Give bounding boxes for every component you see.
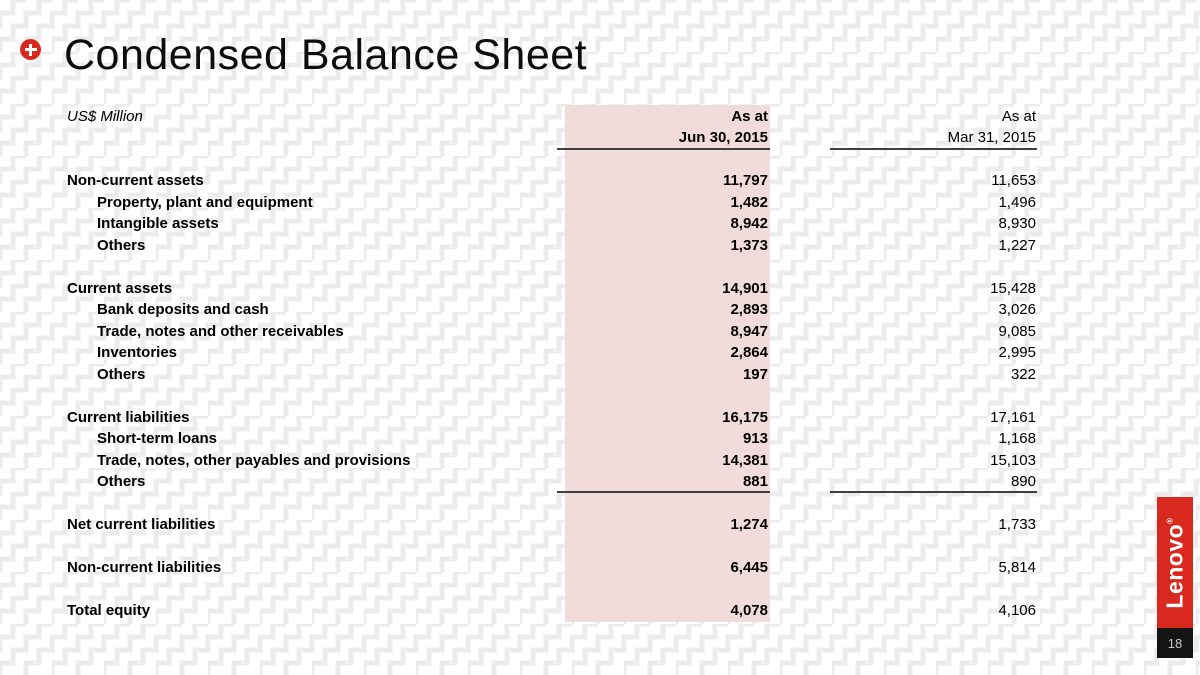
row-value-mar: 3,026	[998, 301, 1036, 318]
row-value-jun: 8,947	[730, 322, 768, 340]
balance-sheet-table: Non-current assets 11,797 11,653 Propert…	[0, 170, 1200, 622]
table-row: Others 881 890	[0, 471, 1200, 493]
row-value-mar: 17,161	[990, 408, 1036, 426]
row-label: Inventories	[97, 344, 178, 361]
section-spacer	[0, 536, 1200, 558]
registered-mark: ®	[1165, 516, 1175, 524]
table-row: Intangible assets 8,942 8,930	[0, 213, 1200, 235]
column-header-mar: As at Mar 31, 2015	[830, 106, 1036, 148]
row-label: Current assets	[67, 279, 173, 297]
row-label: Current liabilities	[67, 408, 190, 426]
row-value-mar: 15,103	[990, 451, 1036, 469]
column-header-jun-line1: As at	[731, 108, 768, 125]
row-label: Total equity	[67, 602, 151, 619]
table-row: Trade, notes and other receivables 8,947…	[0, 321, 1200, 343]
row-value-mar: 322	[1010, 365, 1036, 383]
section-spacer	[0, 385, 1200, 407]
row-label: Others	[97, 473, 146, 490]
page-number-badge: 18	[1157, 628, 1193, 658]
table-row: Property, plant and equipment 1,482 1,49…	[0, 192, 1200, 214]
row-value-mar: 15,428	[990, 279, 1036, 297]
row-label: Non-current liabilities	[67, 559, 222, 576]
row-value-jun: 913	[742, 430, 768, 447]
row-value-jun: 6,445	[730, 559, 768, 576]
row-value-jun: 1,373	[730, 236, 768, 254]
row-value-mar: 4,106	[998, 602, 1036, 619]
row-label: Intangible assets	[97, 215, 219, 232]
plus-icon	[20, 39, 41, 60]
row-value-jun: 197	[742, 365, 768, 383]
row-label: Trade, notes and other receivables	[97, 322, 344, 340]
row-label: Property, plant and equipment	[97, 193, 313, 211]
column-header-mar-line1: As at	[1001, 108, 1036, 125]
lenovo-logo: Lenovo®	[1157, 497, 1193, 628]
table-row: Non-current assets 11,797 11,653	[0, 170, 1200, 192]
table-row: Net current liabilities 1,274 1,733	[0, 514, 1200, 536]
header-rule-mar	[830, 148, 1037, 150]
row-label: Trade, notes, other payables and provisi…	[97, 451, 411, 469]
table-row: Current liabilities 16,175 17,161	[0, 407, 1200, 429]
table-row: Total equity 4,078 4,106	[0, 600, 1200, 622]
row-value-mar: 2,995	[998, 344, 1036, 361]
row-value-mar: 1,496	[998, 193, 1036, 211]
section-spacer	[0, 493, 1200, 515]
row-value-jun: 8,942	[730, 215, 768, 232]
table-row: Bank deposits and cash 2,893 3,026	[0, 299, 1200, 321]
row-value-mar: 5,814	[998, 559, 1036, 576]
row-label: Bank deposits and cash	[97, 301, 269, 318]
table-row: Non-current liabilities 6,445 5,814	[0, 557, 1200, 579]
row-label: Others	[97, 236, 146, 254]
row-value-mar: 1,227	[998, 236, 1036, 254]
row-value-jun: 2,864	[730, 344, 768, 361]
column-header-jun: As at Jun 30, 2015	[565, 106, 768, 148]
row-value-jun: 1,274	[730, 516, 768, 533]
row-label: Non-current assets	[67, 172, 204, 189]
row-label: Others	[97, 365, 146, 383]
table-row: Others 1,373 1,227	[0, 235, 1200, 257]
table-row: Trade, notes, other payables and provisi…	[0, 450, 1200, 472]
column-header-mar-line2: Mar 31, 2015	[947, 129, 1036, 146]
table-row: Short-term loans 913 1,168	[0, 428, 1200, 450]
row-value-jun: 14,901	[722, 279, 768, 297]
row-value-jun: 1,482	[730, 193, 768, 211]
lenovo-logo-text: Lenovo®	[1162, 517, 1189, 608]
section-spacer	[0, 579, 1200, 601]
row-value-jun: 881	[742, 473, 768, 490]
row-value-mar: 1,168	[998, 430, 1036, 447]
row-value-jun: 4,078	[730, 602, 768, 619]
page-number: 18	[1167, 635, 1183, 651]
row-value-mar: 8,930	[998, 215, 1036, 232]
table-row: Others 197 322	[0, 364, 1200, 386]
row-value-mar: 890	[1010, 473, 1036, 490]
table-row: Inventories 2,864 2,995	[0, 342, 1200, 364]
unit-label: US$ Million	[67, 108, 143, 125]
row-value-jun: 14,381	[722, 451, 768, 469]
row-value-jun: 11,797	[722, 172, 768, 189]
column-header-jun-line2: Jun 30, 2015	[678, 129, 768, 146]
page-title: Condensed Balance Sheet	[64, 31, 588, 79]
section-spacer	[0, 256, 1200, 278]
row-value-mar: 11,653	[991, 172, 1036, 189]
lenovo-wordmark: Lenovo	[1161, 523, 1188, 609]
row-value-jun: 2,893	[730, 301, 768, 318]
table-row: Current assets 14,901 15,428	[0, 278, 1200, 300]
row-label: Net current liabilities	[67, 516, 216, 533]
row-value-jun: 16,175	[722, 408, 768, 426]
row-value-mar: 9,085	[998, 322, 1036, 340]
row-value-mar: 1,733	[998, 516, 1036, 533]
row-label: Short-term loans	[97, 430, 218, 447]
header-rule-jun	[557, 148, 770, 150]
